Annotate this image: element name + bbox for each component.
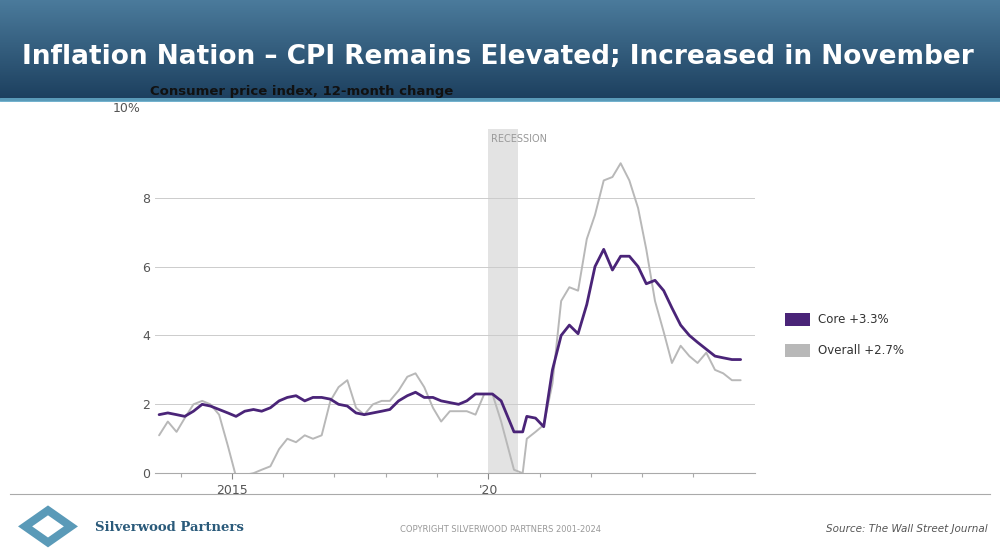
Text: Inflation Nation – CPI Remains Elevated; Increased in November: Inflation Nation – CPI Remains Elevated;…: [22, 44, 974, 70]
Text: Consumer price index, 12-month change: Consumer price index, 12-month change: [150, 85, 453, 98]
Text: Core +3.3%: Core +3.3%: [818, 313, 889, 326]
Text: 10%: 10%: [113, 102, 141, 115]
Bar: [0, 100, 1000, 102]
Text: Source: The Wall Street Journal: Source: The Wall Street Journal: [826, 524, 988, 534]
Polygon shape: [32, 515, 64, 538]
Text: COPYRIGHT SILVERWOOD PARTNERS 2001-2024: COPYRIGHT SILVERWOOD PARTNERS 2001-2024: [400, 525, 600, 534]
Text: Overall +2.7%: Overall +2.7%: [818, 344, 904, 357]
Bar: [488, 129, 518, 473]
Polygon shape: [16, 504, 80, 549]
Text: RECESSION: RECESSION: [491, 134, 547, 144]
Text: Silverwood Partners: Silverwood Partners: [95, 521, 244, 534]
Bar: [0, 98, 1000, 100]
